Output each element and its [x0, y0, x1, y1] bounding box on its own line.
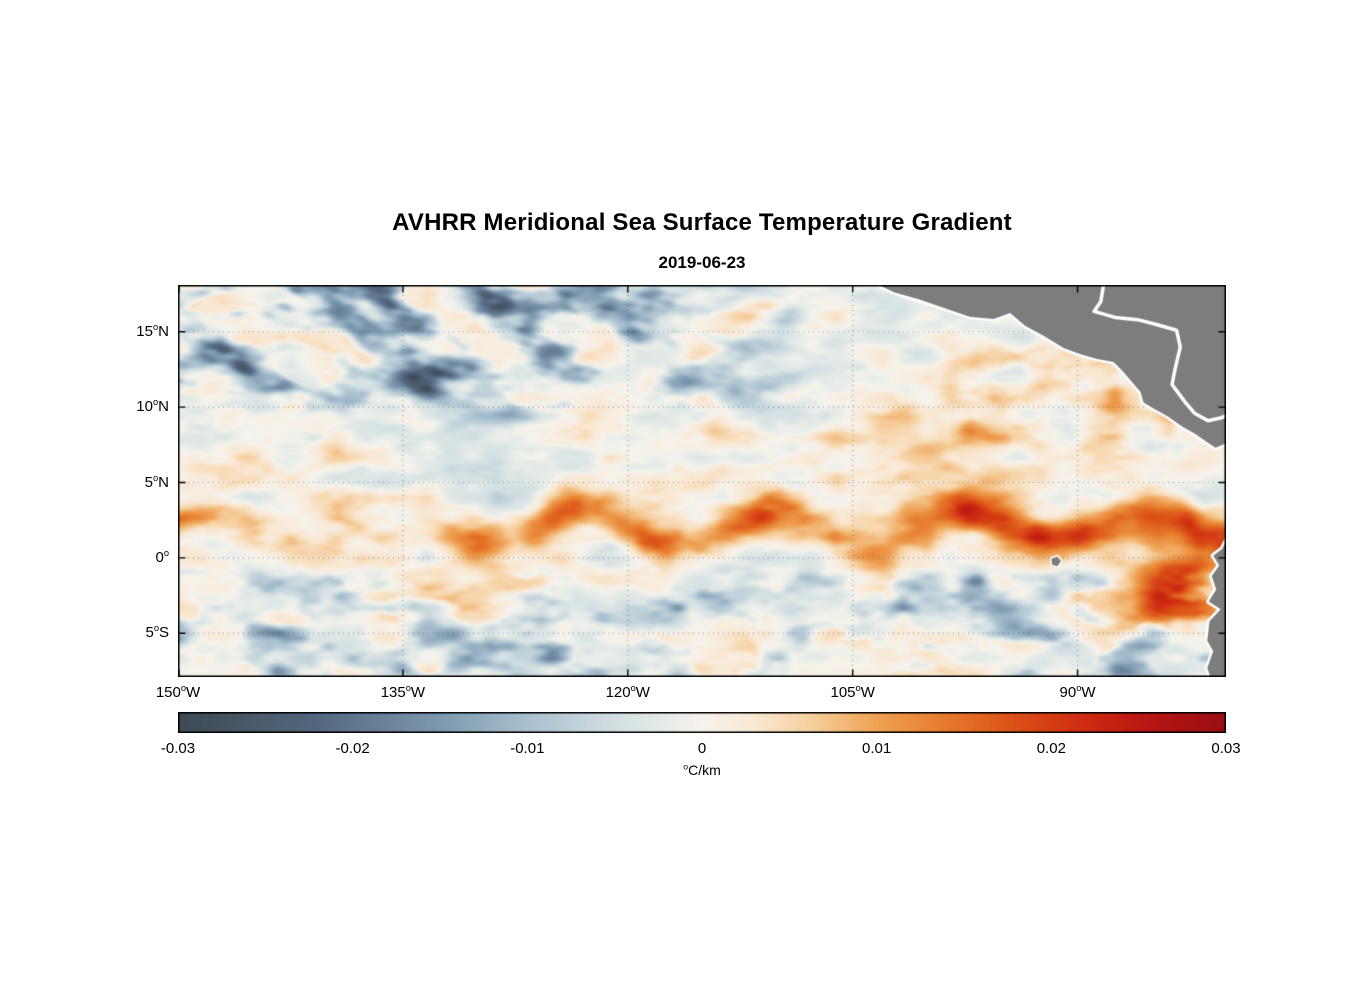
chart-date-subtitle: 2019-06-23: [658, 253, 746, 272]
units-text: C/km: [688, 762, 721, 778]
degree-symbol: o: [855, 683, 861, 693]
colorbar-units-label: oC/km: [178, 762, 1226, 778]
colorbar-tick-label: 0.02: [1036, 740, 1066, 757]
degree-symbol: o: [683, 761, 689, 772]
degree-symbol: o: [163, 547, 169, 558]
lat-tick-label: 5oN: [144, 472, 169, 491]
colorbar-tick-label: -0.01: [510, 740, 545, 757]
colorbar-tick-label: 0.01: [862, 740, 892, 757]
colorbar-tick-label: -0.02: [335, 740, 370, 757]
degree-symbol: o: [152, 321, 159, 332]
degree-symbol: o: [1076, 683, 1082, 693]
degree-symbol: o: [405, 683, 411, 693]
colorbar-tick-label: 0.03: [1211, 740, 1241, 757]
lat-tick-label: 0o: [155, 547, 169, 566]
lon-tick-label: 150oW: [155, 683, 201, 701]
lat-tick-label: 15oN: [136, 321, 169, 340]
degree-symbol: o: [153, 623, 159, 634]
sst-gradient-heatmap-canvas: [178, 285, 1226, 677]
colorbar: [178, 712, 1226, 733]
lat-tick-label: 10oN: [136, 397, 169, 416]
lon-tick-label: 120oW: [605, 683, 650, 701]
lon-tick-label: 135oW: [380, 683, 426, 701]
degree-symbol: o: [180, 683, 187, 693]
lat-tick-label: 5oS: [145, 623, 169, 642]
lon-tick-label: 105oW: [830, 683, 875, 701]
lon-tick-label: 90oW: [1059, 683, 1096, 701]
degree-symbol: o: [152, 472, 159, 483]
degree-symbol: o: [630, 683, 636, 693]
map-plot-area: [178, 285, 1226, 677]
chart-title: AVHRR Meridional Sea Surface Temperature…: [392, 209, 1012, 236]
colorbar-tick-label: 0: [697, 740, 707, 757]
colorbar-tick-label: -0.03: [160, 740, 196, 757]
degree-symbol: o: [152, 397, 159, 408]
